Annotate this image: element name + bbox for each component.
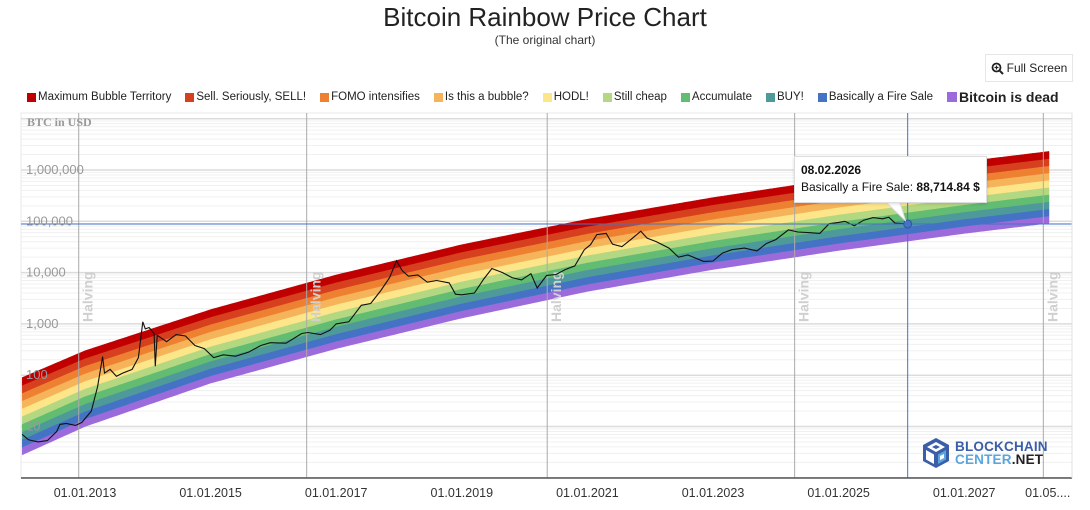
- blockchaincenter-logo: BLOCKCHAIN CENTER.NET: [921, 437, 1048, 469]
- tooltip-separator: :: [909, 180, 917, 194]
- legend-swatch: [602, 92, 612, 102]
- y-tick-label: 100: [26, 367, 48, 382]
- legend-item[interactable]: Accumulate: [680, 91, 752, 103]
- y-tick-label: 100,000: [26, 213, 73, 228]
- legend-swatch: [27, 92, 36, 102]
- x-tick-label: 01.01.2025: [807, 486, 870, 500]
- legend-item[interactable]: BUY!: [766, 91, 804, 103]
- legend: Maximum Bubble Territory Sell. Seriously,…: [27, 89, 1073, 105]
- x-tick-label: 01.01.2027: [933, 486, 996, 500]
- legend-swatch: [947, 92, 958, 102]
- x-tick-label: 01.01.2023: [682, 486, 745, 500]
- legend-label: Accumulate: [691, 91, 752, 103]
- tooltip: 08.02.2026 Basically a Fire Sale: 88,714…: [794, 156, 987, 203]
- legend-swatch: [766, 92, 775, 102]
- legend-item[interactable]: Bitcoin is dead: [947, 89, 1059, 105]
- legend-item[interactable]: HODL!: [542, 91, 589, 103]
- legend-label: Maximum Bubble Territory: [38, 91, 172, 103]
- legend-label: FOMO intensifies: [331, 91, 420, 103]
- tooltip-value: 88,714.84 $: [916, 180, 980, 194]
- legend-label: Basically a Fire Sale: [828, 91, 934, 103]
- chart-title: Bitcoin Rainbow Price Chart: [383, 2, 707, 32]
- legend-item[interactable]: Is this a bubble?: [433, 91, 529, 103]
- halving-label: Halving: [80, 271, 96, 322]
- tooltip-date: 08.02.2026: [801, 163, 862, 177]
- legend-swatch: [817, 92, 827, 102]
- x-tick-label: 01.01.2019: [431, 486, 494, 500]
- halving-label: Halving: [548, 271, 564, 322]
- legend-label: Is this a bubble?: [444, 91, 529, 103]
- chart-subtitle: (The original chart): [494, 33, 596, 47]
- legend-swatch: [542, 92, 552, 102]
- y-tick-label: 10: [26, 419, 40, 434]
- x-tick-label: 01.01.2013: [54, 486, 117, 500]
- crosshair-point: [903, 219, 913, 229]
- x-tick-label: 01.05....: [1025, 486, 1070, 500]
- legend-item[interactable]: Basically a Fire Sale: [817, 91, 934, 103]
- cube-logo-icon: [923, 438, 949, 468]
- logo-line1: BLOCKCHAIN: [955, 439, 1048, 454]
- logo-line2a: CENTER: [955, 452, 1012, 467]
- logo-line2b: .NET: [1011, 452, 1044, 467]
- x-tick-label: 01.01.2021: [556, 486, 619, 500]
- legend-label: Still cheap: [613, 91, 667, 103]
- rainbow-band: [21, 151, 1050, 386]
- full-screen-label: Full Screen: [1006, 61, 1068, 75]
- y-tick-label: 1,000: [26, 316, 59, 331]
- legend-label: Sell. Seriously, SELL!: [196, 91, 307, 103]
- x-tick-label: 01.01.2015: [179, 486, 242, 500]
- y-axis-label: BTC in USD: [27, 115, 92, 129]
- legend-item[interactable]: Sell. Seriously, SELL!: [185, 91, 306, 103]
- legend-swatch: [680, 92, 690, 102]
- halving-label: Halving: [1044, 271, 1060, 322]
- legend-label: HODL!: [553, 91, 589, 103]
- legend-label: BUY!: [777, 91, 804, 103]
- x-tick-label: 01.01.2017: [305, 486, 368, 500]
- legend-item[interactable]: Still cheap: [602, 91, 667, 103]
- full-screen-button[interactable]: Full Screen: [985, 54, 1073, 82]
- halving-label: Halving: [308, 271, 324, 322]
- y-tick-label: 1,000,000: [26, 162, 84, 177]
- legend-swatch: [320, 92, 330, 102]
- halving-label: Halving: [796, 271, 812, 322]
- zoom-in-icon: [991, 62, 1004, 75]
- legend-item[interactable]: FOMO intensifies: [320, 91, 420, 103]
- price-line: [21, 216, 908, 443]
- tooltip-series: Basically a Fire Sale: [801, 180, 910, 194]
- legend-item[interactable]: Maximum Bubble Territory: [27, 91, 171, 103]
- legend-swatch: [433, 92, 443, 102]
- y-tick-label: 10,000: [26, 265, 66, 280]
- legend-label: Bitcoin is dead: [959, 89, 1059, 105]
- legend-swatch: [185, 92, 195, 102]
